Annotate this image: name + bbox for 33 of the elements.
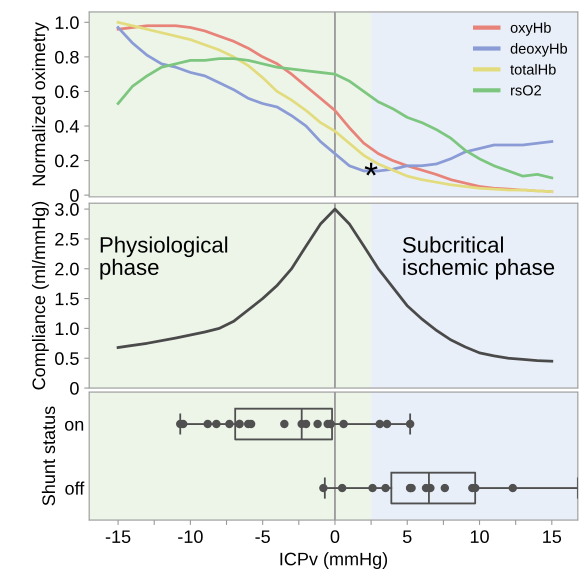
- y-tick-label: 0.8: [55, 50, 79, 64]
- y-tick-label: 1.5: [56, 292, 79, 306]
- annotation: Physiological phase: [100, 236, 228, 280]
- y-tick-label: 0: [70, 189, 79, 202]
- y-tick-label: 0.6: [55, 85, 79, 98]
- y-axis-title: Compliance (ml/mmHg): [32, 202, 49, 390]
- y-tick-label: 1.0: [56, 16, 79, 30]
- annotation: *: [364, 162, 378, 176]
- y-tick-label: 3.0: [55, 203, 79, 216]
- y-tick-label: 0.5: [55, 352, 79, 365]
- y-tick-label: 2.0: [55, 262, 79, 276]
- x-tick-label: 15: [543, 530, 562, 544]
- y-tick-label: 0: [70, 382, 79, 395]
- x-tick-label: 5: [402, 530, 412, 544]
- y-tick-label: on: [64, 420, 84, 431]
- legend-label: deoxyHb: [510, 43, 568, 57]
- x-tick-label: 0: [330, 530, 340, 544]
- y-tick-label: 1.0: [56, 322, 79, 336]
- y-tick-label: 0.2: [55, 154, 79, 168]
- legend-label: totalHb: [510, 64, 556, 75]
- x-tick-label: -10: [178, 530, 203, 544]
- legend-label: oxyHb: [510, 22, 551, 36]
- x-tick-label: -15: [106, 530, 130, 544]
- x-tick-label: 10: [470, 530, 489, 544]
- x-tick-label: -5: [255, 530, 270, 544]
- annotation: Subcritical ischemic phase: [402, 236, 554, 280]
- y-tick-label: off: [65, 482, 84, 495]
- y-axis-title: Normalized oximetry: [32, 22, 49, 186]
- y-axis-title: Shunt status: [42, 406, 56, 506]
- y-tick-label: 0.4: [55, 120, 79, 133]
- legend-label: rsO2: [511, 85, 541, 96]
- x-axis-title: ICPv (mmHg): [280, 552, 388, 569]
- y-tick-label: 2.5: [55, 232, 79, 246]
